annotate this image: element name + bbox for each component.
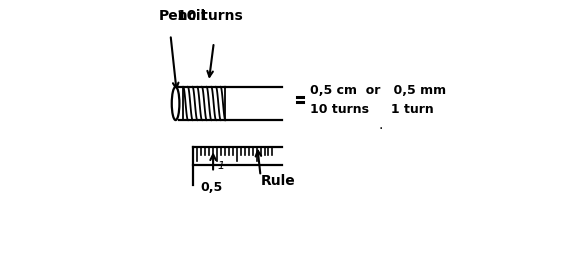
Ellipse shape [172, 87, 180, 120]
Text: 0,5: 0,5 [200, 181, 223, 194]
Text: 0,5 cm  or   0,5 mm: 0,5 cm or 0,5 mm [310, 84, 446, 97]
Text: 10 turns: 10 turns [177, 9, 243, 23]
Text: 10 turns     1 turn: 10 turns 1 turn [310, 103, 434, 116]
Text: .: . [378, 118, 383, 132]
Text: Pencil: Pencil [159, 9, 206, 23]
Text: Rule: Rule [261, 174, 296, 188]
Text: 1: 1 [217, 161, 225, 171]
